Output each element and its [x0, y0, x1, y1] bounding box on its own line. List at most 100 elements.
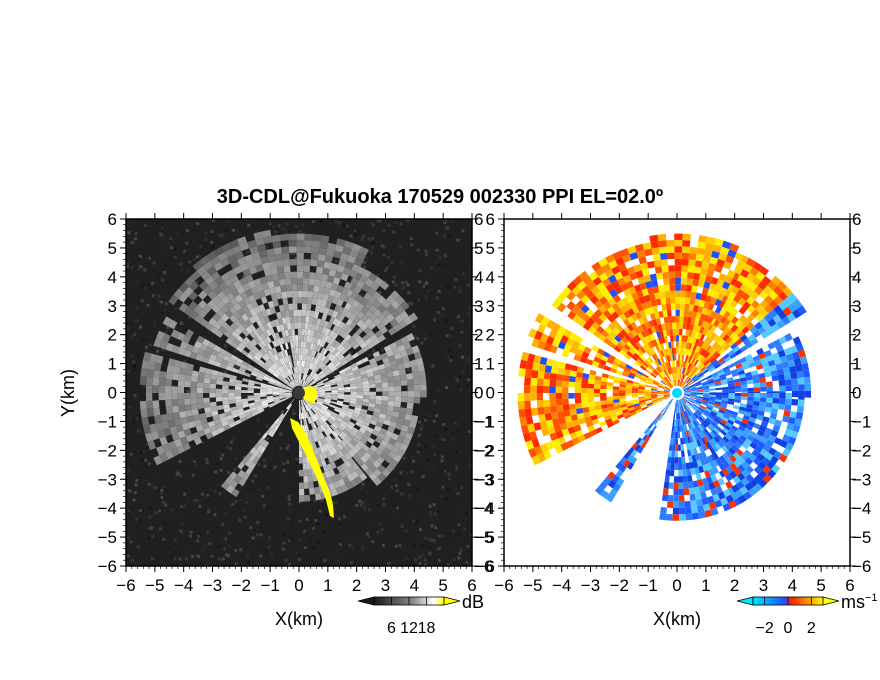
- noise-cell: [132, 360, 136, 364]
- noise-cell: [463, 527, 467, 531]
- scan-cell: [701, 382, 709, 386]
- noise-cell: [129, 540, 133, 544]
- scan-cell: [343, 381, 350, 386]
- scan-cell: [293, 373, 296, 380]
- scan-cell: [336, 363, 343, 369]
- scan-cell: [638, 439, 645, 447]
- scan-cell: [299, 366, 302, 374]
- scan-cell: [694, 345, 700, 353]
- scan-cell: [690, 389, 697, 392]
- scan-cell: [391, 364, 399, 372]
- scan-cell: [229, 322, 238, 331]
- scan-cell: [230, 260, 240, 269]
- scan-cell: [339, 292, 347, 301]
- scan-cell: [668, 354, 672, 362]
- scan-cell: [545, 335, 555, 345]
- noise-cell: [147, 282, 151, 286]
- scan-cell: [303, 374, 306, 381]
- scan-cell: [706, 289, 715, 297]
- scan-cell: [354, 443, 362, 451]
- scan-cell: [158, 378, 166, 386]
- scan-cell: [664, 395, 671, 400]
- scan-cell: [290, 398, 295, 404]
- noise-cell: [140, 458, 144, 462]
- scan-cell: [678, 488, 685, 496]
- scan-cell: [280, 285, 287, 293]
- noise-cell: [467, 325, 471, 329]
- scan-cell: [182, 335, 191, 344]
- scan-cell: [664, 386, 671, 391]
- scan-cell: [218, 325, 227, 334]
- scan-cell: [649, 312, 656, 321]
- scan-cell: [641, 406, 648, 411]
- scan-cell: [536, 393, 544, 401]
- scan-cell: [606, 396, 614, 401]
- scan-cell: [655, 345, 660, 352]
- noise-cell: [132, 362, 136, 366]
- noise-cell: [188, 260, 192, 264]
- scan-cell: [676, 366, 678, 374]
- scan-cell: [233, 280, 242, 289]
- scan-cell: [307, 323, 313, 330]
- scan-cell: [660, 506, 667, 514]
- scan-cell: [600, 385, 607, 390]
- scan-cell: [326, 275, 335, 283]
- scan-cell: [171, 393, 178, 400]
- scan-cell: [672, 380, 675, 387]
- scan-cell: [299, 379, 301, 386]
- noise-cell: [133, 394, 137, 398]
- noise-cell: [316, 540, 320, 544]
- noise-cell: [289, 251, 293, 255]
- scan-cell: [335, 378, 343, 383]
- scan-cell: [269, 327, 275, 335]
- scan-cell: [671, 367, 674, 374]
- scan-cell: [326, 408, 333, 414]
- noise-cell: [279, 432, 283, 436]
- scan-cell: [600, 389, 607, 393]
- noise-cell: [134, 483, 138, 487]
- noise-cell: [137, 272, 141, 276]
- scan-cell: [602, 411, 610, 417]
- noise-cell: [233, 467, 237, 471]
- scan-cell: [234, 327, 243, 336]
- scan-cell: [254, 399, 261, 403]
- scan-cell: [406, 402, 414, 409]
- scan-cell: [273, 319, 280, 327]
- scan-cell: [325, 370, 332, 376]
- scan-cell: [274, 370, 281, 376]
- scan-cell: [288, 383, 294, 389]
- scan-cell: [646, 381, 653, 385]
- scan-cell: [771, 275, 782, 286]
- scan-cell: [321, 273, 329, 282]
- noise-cell: [154, 477, 158, 481]
- scan-cell: [647, 403, 654, 408]
- scan-cell: [679, 303, 685, 310]
- scan-cell: [644, 395, 652, 399]
- noise-cell: [265, 437, 269, 441]
- scan-cell: [664, 377, 669, 383]
- scan-cell: [371, 415, 379, 422]
- noise-cell: [290, 520, 294, 524]
- scan-cell: [269, 287, 276, 295]
- noise-cell: [246, 250, 250, 254]
- scan-cell: [753, 382, 761, 388]
- scan-cell: [347, 255, 357, 264]
- scan-cell: [319, 319, 326, 327]
- scan-cell: [696, 371, 703, 377]
- noise-cell: [459, 486, 463, 490]
- scan-cell: [230, 341, 239, 349]
- scan-cell: [647, 327, 653, 335]
- scan-cell: [797, 305, 807, 316]
- scan-cell: [170, 329, 180, 339]
- scan-cell: [205, 346, 214, 354]
- scan-cell: [387, 425, 396, 433]
- noise-cell: [323, 434, 327, 438]
- scan-cell: [313, 311, 320, 319]
- scan-cell: [386, 294, 396, 305]
- scan-cell: [575, 371, 584, 378]
- scan-cell: [373, 468, 382, 478]
- scan-cell: [356, 319, 365, 328]
- scan-cell: [685, 377, 690, 383]
- scan-cell: [674, 463, 679, 470]
- noise-cell: [213, 513, 217, 517]
